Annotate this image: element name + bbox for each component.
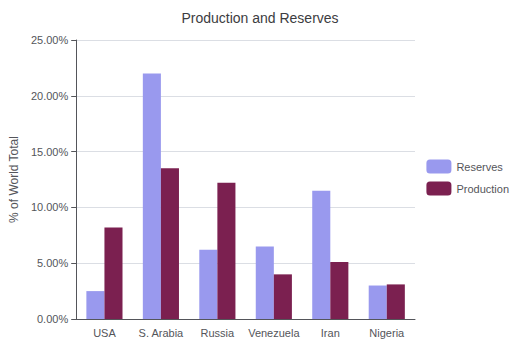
- svg-text:25.00%: 25.00%: [31, 34, 69, 46]
- svg-text:USA: USA: [93, 327, 116, 339]
- svg-text:S. Arabia: S. Arabia: [139, 327, 185, 339]
- svg-text:5.00%: 5.00%: [37, 257, 68, 269]
- svg-text:10.00%: 10.00%: [31, 201, 69, 213]
- svg-text:Production: Production: [456, 183, 509, 195]
- svg-text:Reserves: Reserves: [456, 161, 503, 173]
- svg-text:15.00%: 15.00%: [31, 146, 69, 158]
- svg-text:% of World Total: % of World Total: [7, 136, 21, 223]
- svg-text:20.00%: 20.00%: [31, 90, 69, 102]
- svg-text:Production and Reserves: Production and Reserves: [181, 10, 338, 26]
- svg-text:Venezuela: Venezuela: [248, 327, 300, 339]
- svg-text:0.00%: 0.00%: [37, 313, 68, 325]
- svg-text:Nigeria: Nigeria: [369, 327, 405, 339]
- svg-text:Iran: Iran: [321, 327, 340, 339]
- svg-text:Russia: Russia: [201, 327, 236, 339]
